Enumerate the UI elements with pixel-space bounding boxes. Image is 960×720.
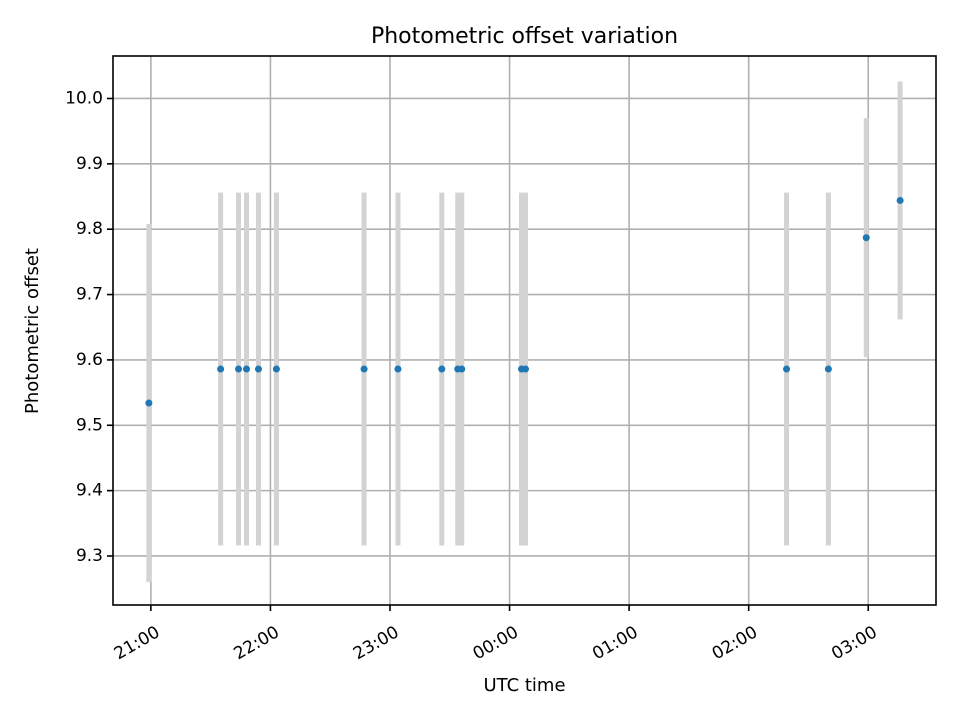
- chart-title: Photometric offset variation: [371, 24, 678, 49]
- x-axis-label: UTC time: [483, 675, 565, 696]
- y-tick-label: 10.0: [65, 88, 103, 108]
- errorbars: [146, 81, 903, 583]
- y-tick-label: 9.5: [76, 415, 103, 435]
- data-point: [394, 365, 402, 373]
- data-point: [235, 365, 243, 373]
- data-point: [824, 365, 832, 373]
- x-tick-label: 22:00: [230, 622, 282, 664]
- y-tick-label: 9.7: [76, 285, 103, 305]
- y-tick-label: 9.4: [76, 481, 103, 501]
- y-tick-label: 9.3: [76, 546, 103, 566]
- x-tick-label: 23:00: [350, 622, 402, 664]
- data-point: [438, 365, 446, 373]
- x-tick-label: 02:00: [709, 622, 761, 664]
- data-point: [217, 365, 225, 373]
- y-tick-label: 9.6: [76, 350, 103, 370]
- data-points: [145, 196, 904, 407]
- y-tick-label: 9.9: [76, 154, 103, 174]
- y-tick-label: 9.8: [76, 219, 103, 239]
- x-tick-label: 21:00: [111, 622, 163, 664]
- x-tick-label: 03:00: [828, 622, 880, 664]
- axis-ticks: [107, 97, 870, 611]
- data-point: [243, 365, 251, 373]
- data-point: [458, 365, 466, 373]
- x-tick-label: 01:00: [589, 622, 641, 664]
- x-tick-labels: 21:00 22:00 23:00 00:00 01:00 02:00 03:00: [111, 622, 881, 664]
- y-tick-labels: 9.3 9.4 9.5 9.6 9.7 9.8 9.9 10.0: [65, 88, 103, 565]
- data-point: [272, 365, 280, 373]
- plot-frame: [112, 55, 937, 606]
- data-point: [896, 196, 904, 204]
- data-point: [862, 234, 870, 242]
- x-tick-label: 00:00: [470, 622, 522, 664]
- data-point: [145, 399, 153, 407]
- y-axis-label: Photometric offset: [22, 248, 43, 414]
- data-point: [521, 365, 529, 373]
- data-point: [360, 365, 368, 373]
- data-point: [783, 365, 791, 373]
- data-point: [254, 365, 262, 373]
